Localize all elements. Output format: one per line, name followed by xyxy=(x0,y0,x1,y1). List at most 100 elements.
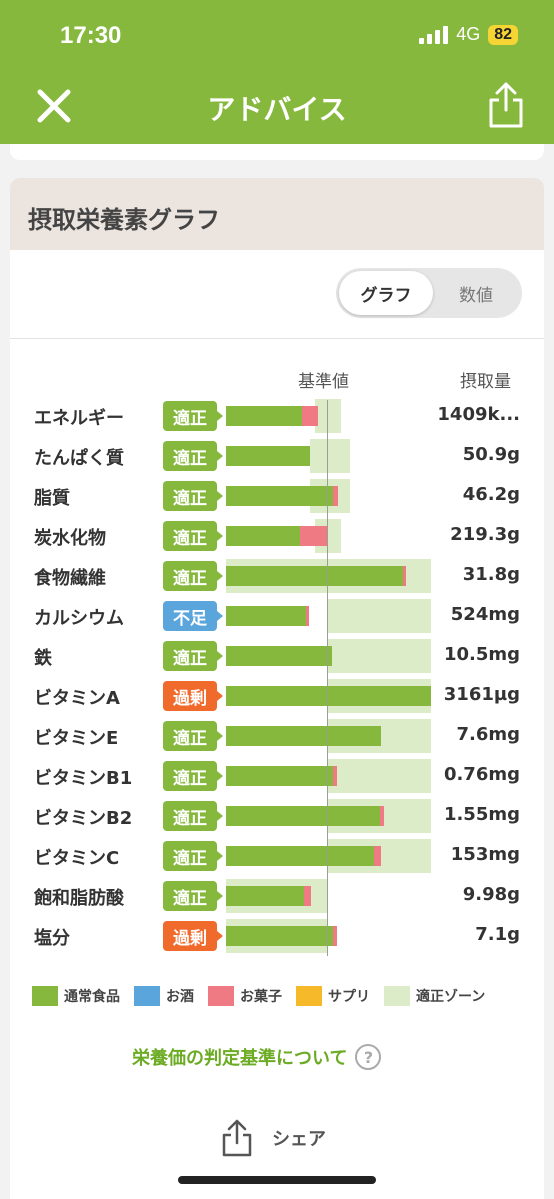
intake-bar xyxy=(226,806,380,826)
proper-zone xyxy=(327,639,431,673)
proper-zone xyxy=(310,439,350,473)
snack-bar xyxy=(333,486,338,506)
snack-bar xyxy=(300,526,328,546)
nutrient-name: 脂質 xyxy=(34,488,70,509)
nutrient-name: 炭水化物 xyxy=(34,528,106,549)
legend-swatch xyxy=(208,986,234,1006)
status-badge: 適正 xyxy=(163,441,223,471)
intake-value: 153mg xyxy=(450,844,520,865)
judgement-criteria-label: 栄養価の判定基準について xyxy=(132,1048,348,1069)
status-badge: 適正 xyxy=(163,641,223,671)
share-button[interactable]: シェア xyxy=(220,1118,326,1158)
nutrient-row: 塩分 過剰 7.1g xyxy=(10,919,544,953)
previous-card-edge xyxy=(10,144,544,160)
intake-value: 7.6mg xyxy=(456,724,520,745)
snack-bar xyxy=(374,846,381,866)
intake-bar xyxy=(226,686,431,706)
nutrient-name: ビタミンB2 xyxy=(34,808,133,829)
intake-value: 1.55mg xyxy=(443,804,520,825)
intake-value: 0.76mg xyxy=(443,764,520,785)
help-icon[interactable]: ? xyxy=(355,1044,382,1070)
intake-bar xyxy=(226,566,403,586)
tab-numbers[interactable]: 数値 xyxy=(459,285,493,306)
status-badge: 適正 xyxy=(163,561,223,591)
nutrient-row: ビタミンB1 適正 0.76mg xyxy=(10,759,544,793)
nutrient-row: ビタミンE 適正 7.6mg xyxy=(10,719,544,753)
legend-item: お菓子 xyxy=(208,986,282,1006)
close-icon[interactable] xyxy=(36,88,72,124)
intake-bar xyxy=(226,526,300,546)
legend-swatch xyxy=(32,986,58,1006)
intake-value: 219.3g xyxy=(450,524,520,545)
nutrient-row: ビタミンA 過剰 3161µg xyxy=(10,679,544,713)
intake-value: 1409k... xyxy=(437,404,520,425)
intake-bar xyxy=(226,886,304,906)
intake-header: 摂取量 xyxy=(460,372,511,392)
legend-swatch xyxy=(384,986,410,1006)
status-badge: 適正 xyxy=(163,521,223,551)
intake-value: 7.1g xyxy=(475,924,520,945)
nutrient-graph-card: 摂取栄養素グラフ グラフ 数値 基準値 摂取量 エネルギー 適正 1409k..… xyxy=(10,178,544,1199)
snack-bar xyxy=(333,766,337,786)
legend: 通常食品 お酒 お菓子 サプリ 適正ゾーン xyxy=(32,986,485,1006)
judgement-criteria-link[interactable]: 栄養価の判定基準について ? xyxy=(132,1044,382,1070)
status-badge: 適正 xyxy=(163,881,223,911)
nutrient-name: カルシウム xyxy=(34,608,124,629)
nav-bar: アドバイス xyxy=(0,70,554,144)
status-badge: 適正 xyxy=(163,401,223,431)
status-badge: 適正 xyxy=(163,841,223,871)
intake-value: 46.2g xyxy=(462,484,520,505)
status-badge: 適正 xyxy=(163,721,223,751)
intake-bar xyxy=(226,486,333,506)
status-badge: 不足 xyxy=(163,601,223,631)
signal-icon xyxy=(419,25,449,44)
proper-zone xyxy=(327,599,431,633)
nutrient-row: 飽和脂肪酸 適正 9.98g xyxy=(10,879,544,913)
intake-value: 31.8g xyxy=(462,564,520,585)
status-badge: 適正 xyxy=(163,801,223,831)
nutrient-name: たんぱく質 xyxy=(34,448,124,469)
nutrient-name: 鉄 xyxy=(34,648,52,669)
tab-graph[interactable]: グラフ xyxy=(339,271,433,315)
legend-label: サプリ xyxy=(328,989,370,1005)
nutrient-name: ビタミンA xyxy=(34,688,120,709)
reference-line xyxy=(327,400,328,956)
intake-bar xyxy=(226,406,302,426)
legend-item: お酒 xyxy=(134,986,194,1006)
intake-bar xyxy=(226,446,310,466)
status-badge: 適正 xyxy=(163,761,223,791)
nutrient-name: エネルギー xyxy=(34,408,124,429)
legend-swatch xyxy=(134,986,160,1006)
intake-value: 50.9g xyxy=(462,444,520,465)
intake-value: 3161µg xyxy=(443,684,520,705)
snack-bar xyxy=(302,406,318,426)
network-type: 4G xyxy=(456,24,481,44)
legend-swatch xyxy=(296,986,322,1006)
nutrient-name: ビタミンB1 xyxy=(34,768,133,789)
legend-label: 通常食品 xyxy=(64,989,120,1005)
status-bar: 17:30 4G 82 xyxy=(0,0,554,70)
proper-zone xyxy=(327,759,431,793)
intake-value: 10.5mg xyxy=(443,644,520,665)
intake-value: 524mg xyxy=(450,604,520,625)
battery-icon: 82 xyxy=(488,24,518,45)
intake-bar xyxy=(226,926,333,946)
status-badge: 適正 xyxy=(163,481,223,511)
status-time: 17:30 xyxy=(60,22,122,49)
legend-label: 適正ゾーン xyxy=(416,989,486,1005)
divider xyxy=(10,338,544,339)
card-title: 摂取栄養素グラフ xyxy=(10,178,544,250)
nutrient-name: 飽和脂肪酸 xyxy=(34,888,124,909)
legend-label: お菓子 xyxy=(240,989,282,1005)
nutrient-row: ビタミンC 適正 153mg xyxy=(10,839,544,873)
proper-zone xyxy=(315,399,341,433)
share-icon[interactable] xyxy=(486,80,526,130)
nutrient-name: 食物繊維 xyxy=(34,568,106,589)
intake-bar xyxy=(226,606,306,626)
legend-item: 通常食品 xyxy=(32,986,120,1006)
snack-bar xyxy=(380,806,384,826)
view-toggle: グラフ 数値 xyxy=(336,268,522,318)
intake-bar xyxy=(226,726,381,746)
intake-bar xyxy=(226,846,374,866)
nutrient-row: 炭水化物 適正 219.3g xyxy=(10,519,544,553)
